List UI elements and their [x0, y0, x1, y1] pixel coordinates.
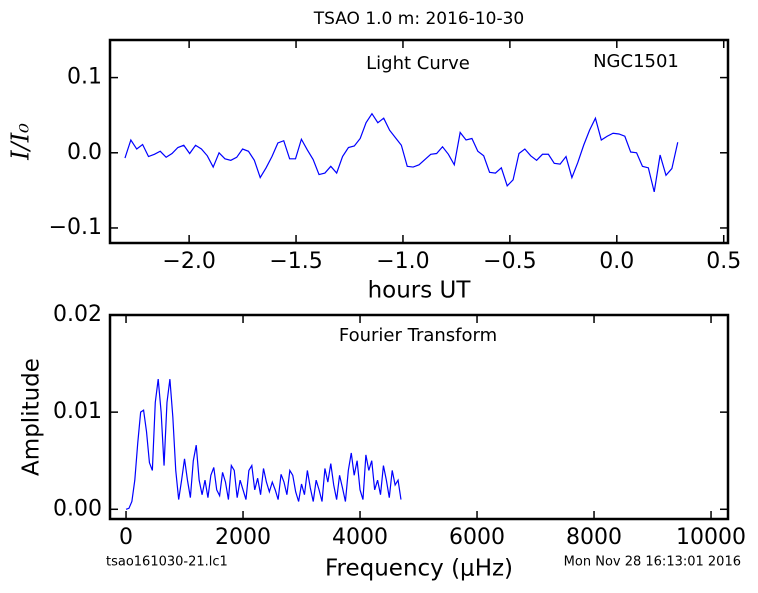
x-tick-label: −2.0: [162, 249, 215, 274]
x-tick-label: 8000: [566, 525, 622, 550]
plot-frame: [108, 38, 730, 245]
x-axis-label: hours UT: [368, 278, 472, 304]
annotation: Fourier Transform: [339, 325, 497, 346]
plot-frame: [108, 313, 730, 521]
y-tick-label: 0.1: [67, 65, 102, 90]
data-line: [124, 112, 679, 193]
x-tick-label: 6000: [449, 525, 505, 550]
x-tick-label: 0.0: [599, 249, 634, 274]
x-axis-label: Frequency (μHz): [325, 556, 513, 582]
chart-title: TSAO 1.0 m: 2016-10-30: [313, 9, 525, 29]
annotation: NGC1501: [593, 51, 679, 72]
annotation: Light Curve: [366, 53, 470, 74]
x-tick-label: −1.5: [269, 249, 322, 274]
x-tick-label: 10000: [676, 525, 746, 550]
y-axis-label: I/I₀: [7, 123, 35, 161]
y-tick-label: 0.00: [53, 496, 102, 521]
x-tick-label: 0.5: [706, 249, 741, 274]
x-tick-label: 4000: [332, 525, 388, 550]
x-tick-label: −0.5: [483, 249, 536, 274]
data-line: [125, 379, 402, 510]
y-tick-label: 0.0: [67, 140, 102, 165]
footer-left: tsao161030-21.lc1: [106, 555, 228, 570]
y-tick-label: 0.02: [53, 302, 102, 327]
x-tick-label: 0: [119, 525, 133, 550]
y-tick-label: −0.1: [49, 215, 102, 240]
x-tick-label: 2000: [215, 525, 271, 550]
y-axis-label: Amplitude: [19, 358, 45, 476]
y-tick-label: 0.01: [53, 399, 102, 424]
footer-right: Mon Nov 28 16:13:01 2016: [564, 555, 741, 570]
x-tick-label: −1.0: [376, 249, 429, 274]
